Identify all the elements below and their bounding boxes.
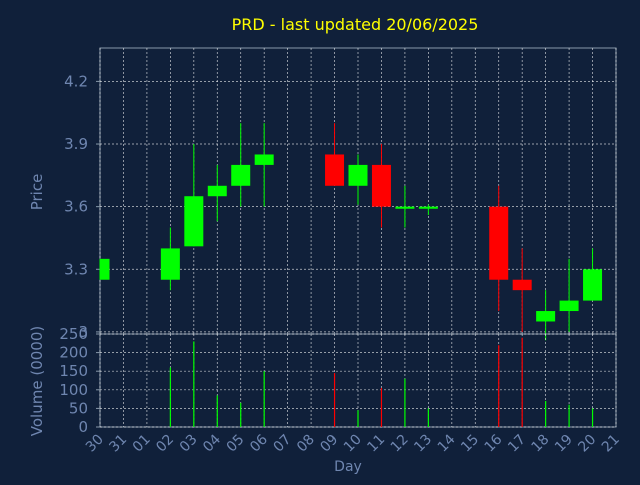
candle-body	[371, 164, 391, 207]
volume-tick-label: 0	[78, 418, 88, 436]
candle-body	[489, 206, 509, 280]
volume-tick-label: 50	[69, 399, 88, 417]
candle-body	[325, 154, 345, 186]
x-tick-label: 18	[529, 432, 553, 456]
x-tick-label: 08	[294, 432, 318, 456]
price-tick-label: 4.2	[64, 72, 88, 90]
candle	[231, 123, 251, 207]
candle-body	[207, 185, 227, 197]
candle	[160, 227, 180, 291]
x-tick-label: 19	[552, 432, 576, 456]
candle	[583, 248, 603, 301]
candle	[184, 144, 204, 247]
x-tick-label: 17	[505, 432, 529, 456]
x-tick-label: 13	[411, 432, 435, 456]
candle	[254, 123, 274, 207]
volume-tick-label: 100	[59, 381, 88, 399]
x-tick-labels: 30 31 01 02 03 04 05 06 07 08 09 10 11 12 13 14 15 16 17 18…	[83, 431, 623, 455]
candle	[99, 258, 110, 280]
price-tick-label: 3.6	[64, 198, 88, 216]
price-tick-label: 3.9	[64, 135, 88, 153]
x-tick-label: 11	[364, 432, 388, 456]
candle	[559, 258, 579, 332]
x-tick-label: 15	[458, 432, 482, 456]
x-tick-label: 16	[482, 431, 506, 455]
candle-body	[348, 164, 368, 186]
x-tick-label: 07	[271, 432, 295, 456]
candle	[395, 185, 415, 228]
candle-body	[512, 279, 532, 291]
candle	[536, 290, 556, 341]
price-panel: 3 3.3 3.6 3.9 4.2	[64, 47, 617, 341]
candle-body	[254, 154, 274, 165]
x-tick-label: 01	[130, 432, 154, 456]
x-tick-label: 04	[200, 431, 224, 455]
day-axis-label: Day	[334, 459, 362, 475]
candle-body	[583, 269, 603, 301]
price-axis-label: Price	[28, 174, 46, 211]
x-tick-label: 10	[341, 432, 365, 456]
candle-body	[395, 206, 415, 209]
x-tick-label: 12	[388, 432, 412, 456]
volume-axis-label: Volume (0000)	[28, 326, 46, 436]
candle-body	[160, 248, 180, 280]
candle	[207, 164, 227, 222]
x-tick-label: 21	[599, 432, 623, 456]
candle	[418, 204, 438, 216]
volume-tick-label: 150	[59, 362, 88, 380]
price-tick-label: 3.3	[64, 260, 88, 278]
x-tick-label: 05	[224, 432, 248, 456]
candle-body	[418, 206, 438, 209]
candle-body	[231, 164, 251, 186]
x-tick-label: 20	[575, 432, 599, 456]
x-tick-label: 31	[106, 432, 130, 456]
candle-body	[559, 300, 579, 312]
candle-body	[184, 196, 204, 247]
candle-body	[536, 311, 556, 322]
candle	[489, 185, 509, 312]
price-tick-label: 3	[78, 323, 88, 341]
chart-title: PRD - last updated 20/06/2025	[232, 15, 479, 34]
candle	[348, 154, 368, 205]
volume-tick-label: 250	[59, 325, 88, 343]
x-tick-label: 09	[317, 432, 341, 456]
x-tick-label: 03	[177, 432, 201, 456]
volume-tick-label: 200	[59, 344, 88, 362]
x-tick-label: 02	[153, 432, 177, 456]
x-tick-label: 06	[247, 431, 271, 455]
candle	[512, 248, 532, 332]
candle	[325, 123, 345, 186]
x-tick-label: 14	[435, 431, 459, 455]
candle-body	[100, 258, 110, 280]
candle	[371, 144, 391, 228]
